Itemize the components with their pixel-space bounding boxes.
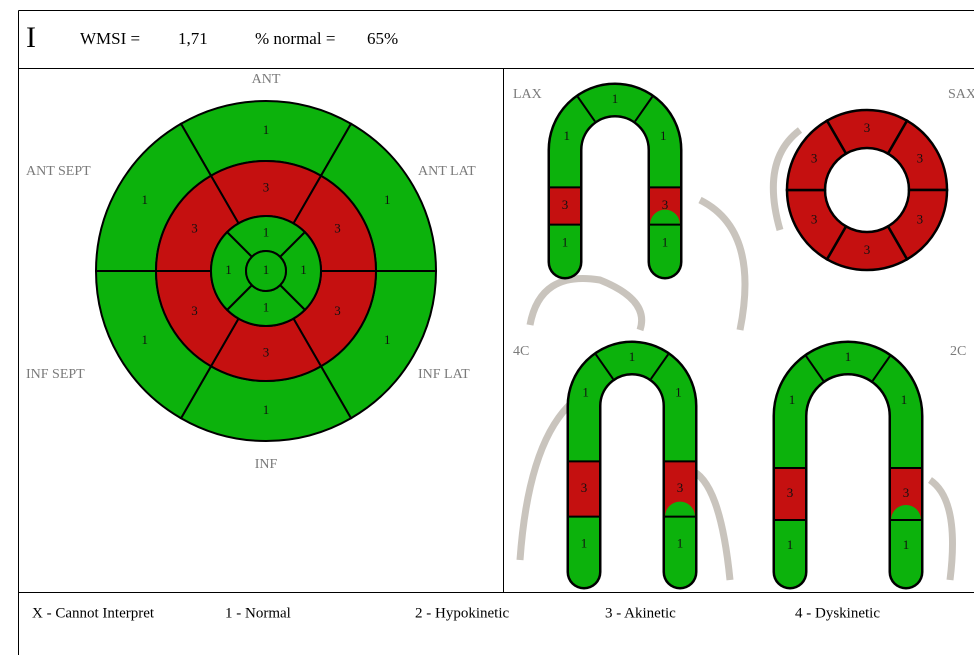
legend-item: X - Cannot Interpret	[32, 605, 155, 621]
normal-label: % normal =	[255, 29, 335, 48]
segment-score: 1	[789, 392, 796, 407]
segment-score: 1	[142, 332, 149, 347]
view-label: SAX	[948, 87, 974, 102]
segment-score: 3	[864, 120, 871, 135]
segment-score: 1	[562, 234, 569, 249]
segment-score: 3	[677, 480, 684, 495]
segment-score: 3	[917, 211, 924, 226]
segment-score: 1	[903, 537, 910, 552]
segment	[634, 96, 680, 188]
segment	[245, 250, 287, 292]
label-inf: INF	[255, 457, 278, 472]
view-label: LAX	[513, 87, 542, 102]
segment-score: 1	[563, 128, 570, 143]
segment-score: 1	[901, 392, 908, 407]
segment-score: 1	[263, 402, 270, 417]
segment-score: 3	[811, 150, 818, 165]
view-label: 2C	[950, 344, 966, 359]
segment-score: 1	[263, 299, 270, 314]
segment-score: 1	[582, 385, 589, 400]
segment	[550, 96, 596, 188]
drawing: 1 1 1 1 1 1 3 3 3 3 3 3 1 1 1 1 1 3 3 3 3 3 3 SAX 1 3 1 1 1 3 1 LAX 1 3 1 1…	[94, 82, 974, 590]
segment-score: 1	[384, 192, 391, 207]
anatomy-outline	[769, 127, 803, 231]
segment-score: 1	[263, 262, 270, 277]
legend-item: 2 - Hypokinetic	[415, 605, 509, 621]
separator	[871, 355, 891, 382]
label-ant-lat: ANT LAT	[418, 164, 476, 179]
segment	[825, 224, 909, 272]
segment-score: 1	[845, 349, 852, 364]
segment	[775, 356, 824, 468]
segment-score: 1	[581, 535, 588, 550]
legend-item: 3 - Akinetic	[605, 605, 676, 621]
legend: X - Cannot Interpret 1 - Normal 2 - Hypoki…	[32, 605, 880, 621]
segment-score: 3	[811, 211, 818, 226]
wmsi-value: 1,71	[178, 29, 208, 48]
segment-score: 3	[581, 480, 588, 495]
label-inf-lat: INF LAT	[418, 367, 470, 382]
label-ant: ANT	[252, 72, 281, 87]
segment-score: 3	[191, 221, 198, 236]
segment-score: 3	[787, 485, 794, 500]
segment-score: 1	[677, 535, 684, 550]
segment-score: 1	[384, 332, 391, 347]
segment-score: 3	[662, 197, 669, 212]
anatomy-outline	[698, 196, 749, 331]
segment-score: 1	[612, 91, 619, 106]
segment	[785, 119, 848, 192]
segment	[886, 119, 949, 192]
segment-score: 1	[662, 234, 669, 249]
segment-score: 3	[562, 197, 569, 212]
legend-item: 1 - Normal	[225, 605, 291, 621]
segment-score: 1	[263, 224, 270, 239]
segment	[650, 354, 695, 462]
label-inf-sept: INF SEPT	[26, 367, 85, 382]
segment-score: 1	[787, 537, 794, 552]
logo: I	[26, 21, 36, 54]
separator	[650, 353, 669, 380]
segment-score: 3	[334, 303, 341, 318]
normal-value: 65%	[367, 29, 398, 48]
view-label: 4C	[513, 344, 529, 359]
segment-score: 1	[300, 262, 307, 277]
anatomy-outline	[927, 477, 956, 581]
wmsi-label: WMSI =	[80, 29, 140, 48]
separator	[576, 96, 596, 122]
segment-score: 1	[263, 122, 270, 137]
segment	[577, 85, 653, 122]
segment-score: 3	[263, 179, 270, 194]
segment-score: 3	[917, 150, 924, 165]
segment-score: 3	[903, 485, 910, 500]
segment	[785, 188, 848, 261]
label-ant-sept: ANT SEPT	[26, 164, 91, 179]
segment	[886, 188, 949, 261]
anatomy-outline	[526, 275, 645, 332]
separator	[634, 96, 654, 122]
segment-score: 3	[864, 242, 871, 257]
segment-score: 1	[660, 128, 667, 143]
segment-score: 1	[675, 385, 682, 400]
segment-score: 3	[334, 221, 341, 236]
segment-score: 1	[629, 349, 636, 364]
segment	[806, 343, 890, 382]
segment-score: 3	[191, 303, 198, 318]
segment	[872, 356, 921, 468]
segment-score: 1	[225, 262, 232, 277]
segment	[569, 354, 614, 462]
segment	[595, 343, 669, 380]
legend-item: 4 - Dyskinetic	[795, 605, 880, 621]
segment-score: 1	[142, 192, 149, 207]
segment-score: 3	[263, 344, 270, 359]
separator	[595, 353, 614, 380]
separator	[805, 355, 825, 382]
